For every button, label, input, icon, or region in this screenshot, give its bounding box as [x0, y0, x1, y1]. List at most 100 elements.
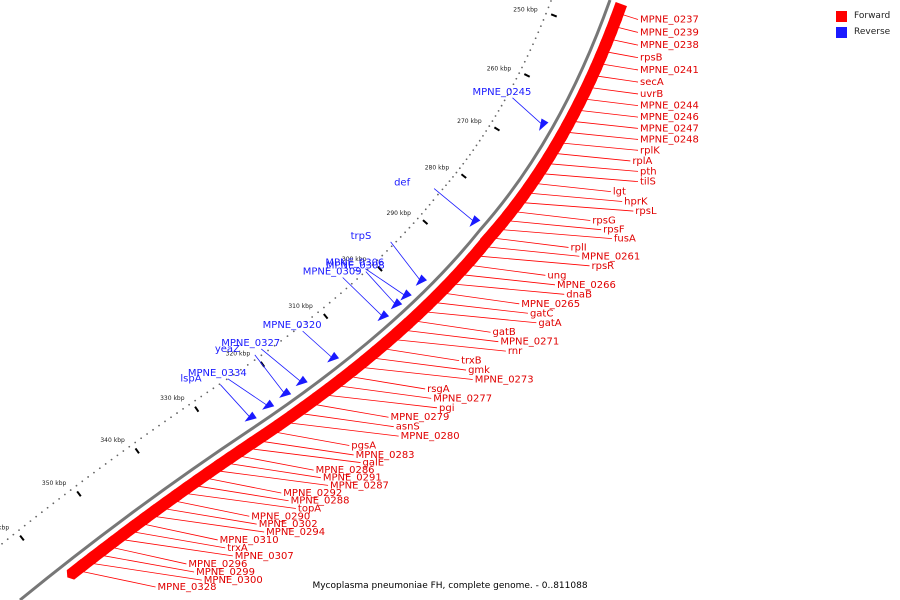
forward-gene-label: rnr: [508, 346, 523, 357]
reverse-gene-label: MPNE_0320: [263, 320, 322, 331]
leader-line: [580, 110, 639, 118]
leader-line: [445, 293, 520, 305]
scale-dot: [345, 287, 348, 290]
scale-dot: [239, 368, 242, 371]
scale-dot: [472, 149, 475, 152]
leader-line: [435, 302, 528, 314]
scale-dot: [58, 497, 61, 500]
leader-line: [586, 98, 639, 107]
scale-dot: [458, 167, 461, 170]
tick-label: 350 kbp: [42, 480, 67, 487]
scale-dot: [512, 83, 515, 86]
leader-line: [390, 241, 421, 282]
tick-dots: [1, 0, 552, 545]
scale-dot: [292, 330, 295, 333]
leader-line: [326, 394, 438, 409]
scale-dot: [225, 378, 228, 381]
forward-gene-label: fusA: [614, 234, 636, 245]
scale-dot: [164, 420, 166, 423]
tick-label: 300 kbp: [342, 256, 367, 263]
tick-label: 290 kbp: [387, 210, 412, 217]
forward-gene-label: gatC: [530, 308, 553, 319]
leader-line: [406, 330, 499, 343]
leader-line: [512, 97, 543, 126]
forward-gene-label: gmk: [468, 365, 490, 376]
forward-gene-arrow: [260, 420, 283, 441]
leader-line: [530, 192, 623, 202]
scale-dot: [81, 480, 84, 483]
scale-dot: [539, 25, 542, 28]
forward-gene-label: MPNE_0328: [158, 582, 217, 593]
leader-line: [342, 277, 383, 317]
scale-dot: [188, 403, 190, 406]
legend-forward: Forward: [836, 8, 890, 24]
scale-dot: [98, 467, 101, 470]
forward-gene-label: rpsB: [640, 53, 663, 64]
leader-line: [275, 431, 350, 446]
leader-line: [479, 255, 590, 267]
forward-gene-label: MPNE_0244: [640, 101, 699, 112]
scale-dot: [529, 49, 532, 52]
scale-dot: [134, 441, 137, 444]
scale-dot: [299, 325, 301, 328]
forward-gene-label: uvrB: [640, 89, 663, 100]
reverse-swatch: [836, 26, 847, 38]
scale-dot: [246, 364, 249, 366]
leader-line: [494, 237, 569, 248]
leader-line: [426, 311, 537, 324]
leader-line: [607, 51, 639, 59]
scale-dot: [18, 529, 20, 532]
forward-gene-label: dnaB: [566, 289, 592, 300]
tick-mark: [493, 126, 501, 132]
tick-label: 330 kbp: [160, 395, 185, 402]
leader-line: [261, 348, 302, 383]
forward-gene-label: MPNE_0287: [330, 480, 389, 491]
scale-dot: [395, 240, 398, 243]
scale-dot: [432, 199, 435, 202]
forward-gene-label: MPNE_0237: [640, 14, 699, 25]
reverse-gene-arrow: [244, 411, 257, 422]
reverse-gene-arrow: [279, 387, 292, 398]
leader-line: [314, 404, 389, 418]
scale-dot: [537, 31, 540, 34]
leader-line: [154, 516, 265, 533]
forward-gene-label: pth: [640, 166, 657, 177]
tick-mark: [523, 73, 531, 78]
scale-dot: [500, 104, 503, 107]
scale-dot: [40, 511, 43, 514]
scale-dot: [371, 264, 374, 266]
scale-dot: [521, 66, 523, 69]
scale-dot: [46, 506, 49, 509]
leader-line: [596, 75, 639, 83]
leader-line: [462, 274, 556, 286]
forward-gene-label: ung: [547, 270, 566, 281]
reverse-gene-label: MPNE_0308: [326, 261, 385, 272]
tick-mark: [377, 266, 383, 272]
genome-backbone: [19, 0, 612, 600]
scale-dot: [218, 383, 221, 386]
leader-line: [81, 570, 156, 588]
scale-dot: [286, 335, 289, 337]
reverse-gene-arrow: [262, 399, 275, 410]
leader-line: [185, 493, 296, 509]
tick-mark: [19, 535, 25, 542]
gene-labels: MPNE_0237 MPNE_0239 MPNE_0238 rpsBMPNE_0241…: [158, 14, 699, 593]
scale-dot: [334, 297, 337, 299]
forward-gene-arrow: [66, 559, 89, 580]
leader-line: [228, 463, 321, 479]
forward-gene-label: pgi: [439, 403, 454, 414]
scale-dot: [200, 395, 203, 398]
scale-dot: [412, 222, 415, 224]
leader-line: [227, 378, 269, 407]
scale-dot: [469, 153, 471, 156]
leader-line: [516, 211, 591, 221]
reverse-gene-arrow: [295, 375, 308, 387]
scale-dot: [452, 175, 454, 178]
forward-gene-label: MPNE_0296: [188, 559, 247, 570]
leader-line: [523, 202, 634, 212]
scale-dot: [542, 19, 545, 21]
legend: Forward Reverse: [836, 8, 890, 40]
forward-gene-label: topA: [298, 503, 321, 514]
leader-line: [622, 14, 639, 20]
forward-gene-label: pgsA: [351, 441, 376, 452]
